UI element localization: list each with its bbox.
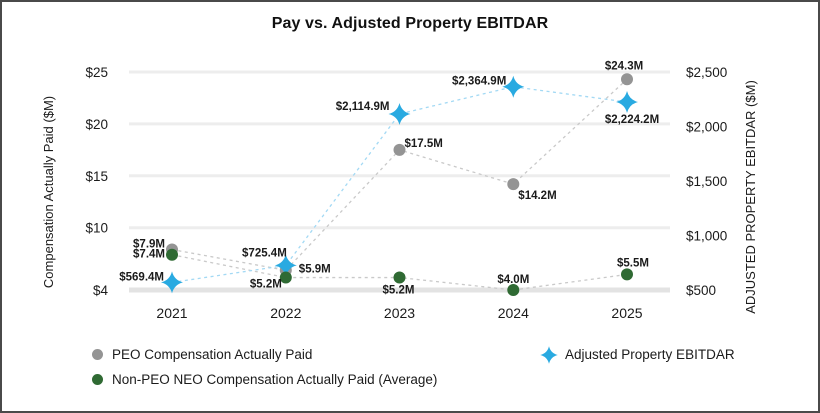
x-tick-label: 2024 <box>498 305 529 321</box>
circle-marker <box>507 284 520 296</box>
x-tick-label: 2022 <box>270 305 301 321</box>
left-tick-label: $25 <box>85 65 108 80</box>
x-tick-label: 2025 <box>611 305 642 321</box>
star-marker <box>616 91 638 114</box>
point-label: $17.5M <box>405 138 443 150</box>
point-label: $2,114.9M <box>336 101 390 113</box>
circle-marker <box>393 271 406 284</box>
circle-marker <box>393 143 406 156</box>
left-axis-title: Compensation Actually Paid ($M) <box>41 96 56 288</box>
point-label: $2,224.2M <box>605 114 659 126</box>
star-marker <box>388 102 411 125</box>
star-marker <box>274 254 297 277</box>
chart-title: Pay vs. Adjusted Property EBITDAR <box>271 15 549 32</box>
point-label: $24.3M <box>605 60 643 72</box>
star-icon <box>540 345 558 364</box>
legend-label-ebitdar: Adjusted Property EBITDAR <box>565 347 735 362</box>
point-label: $2,364.9M <box>452 76 506 88</box>
x-tick-label: 2021 <box>156 305 187 321</box>
point-label: $569.4M <box>119 271 164 283</box>
right-tick-label: $1,000 <box>686 229 727 244</box>
legend-item-peo: PEO Compensation Actually Paid <box>92 342 437 367</box>
right-tick-label: $500 <box>686 283 716 298</box>
left-tick-label: $10 <box>85 221 108 236</box>
point-label: $5.2M <box>383 285 415 297</box>
point-label: $5.9M <box>299 263 331 275</box>
left-tick-label: $4 <box>93 283 109 298</box>
point-label: $5.5M <box>617 257 649 269</box>
left-tick-label: $20 <box>85 117 108 132</box>
circle-marker <box>279 271 292 284</box>
circle-marker <box>507 178 520 191</box>
point-label: $725.4M <box>242 247 287 259</box>
circle-marker <box>621 268 633 281</box>
right-tick-label: $2,000 <box>686 120 727 135</box>
right-tick-label: $2,500 <box>686 65 727 80</box>
point-label: $5.2M <box>250 279 282 291</box>
non-peo-circle-icon <box>92 374 103 385</box>
point-label: $14.2M <box>518 190 556 202</box>
legend-label-peo: PEO Compensation Actually Paid <box>112 347 313 362</box>
x-tick-label: 2023 <box>384 305 415 321</box>
legend-item-nonpeo: Non-PEO NEO Compensation Actually Paid (… <box>92 367 437 392</box>
plot-area: $25 $20 $15 $10 $4 $2,500 $2,000 $1,500 $1,000 $5… <box>41 60 758 321</box>
legend-item-ebitdar: Adjusted Property EBITDAR <box>539 342 735 367</box>
point-label: $4.0M <box>497 274 529 286</box>
point-label: $7.9M <box>133 239 165 251</box>
circle-marker <box>166 248 178 261</box>
legend-label-nonpeo: Non-PEO NEO Compensation Actually Paid (… <box>112 372 438 387</box>
right-axis-title: ADJUSTED PROPERTY EBITDAR ($M) <box>743 80 758 314</box>
star-marker <box>502 75 525 98</box>
star-marker <box>161 271 183 294</box>
circle-marker <box>621 73 633 86</box>
right-tick-label: $1,500 <box>686 174 727 189</box>
point-label: $7.4M <box>133 249 165 261</box>
legend: PEO Compensation Actually Paid Non-PEO N… <box>92 342 437 392</box>
left-tick-label: $15 <box>85 169 108 184</box>
peo-circle-icon <box>92 349 103 360</box>
